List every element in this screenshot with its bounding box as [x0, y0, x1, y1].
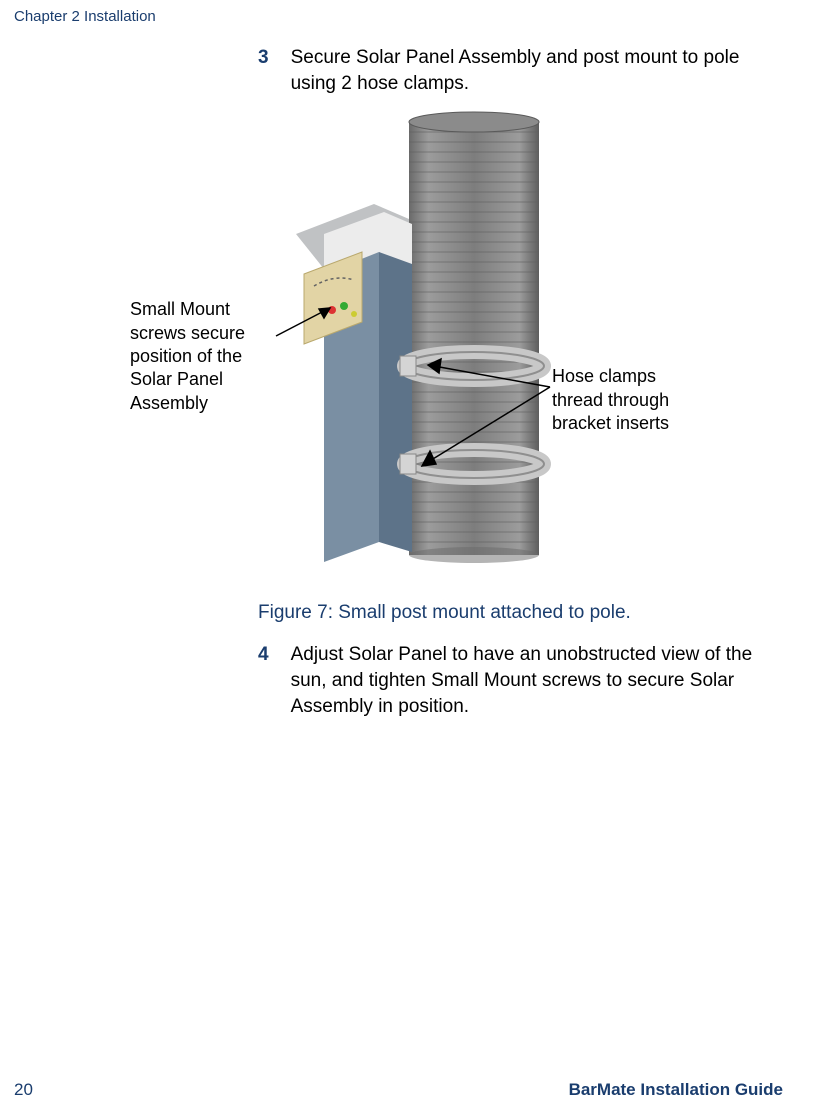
- step-number: 3: [258, 45, 269, 96]
- figure-7: Small Mount screws secure position of th…: [14, 104, 783, 564]
- step-4: 4 Adjust Solar Panel to have an unobstru…: [258, 642, 783, 719]
- chapter-header: Chapter 2 Installation: [14, 8, 783, 25]
- step-3: 3 Secure Solar Panel Assembly and post m…: [258, 45, 783, 96]
- doc-title: BarMate Installation Guide: [569, 1080, 783, 1100]
- figure-caption: Figure 7: Small post mount attached to p…: [258, 602, 783, 624]
- step-text: Secure Solar Panel Assembly and post mou…: [291, 45, 783, 96]
- page-number: 20: [14, 1080, 33, 1100]
- step-text: Adjust Solar Panel to have an unobstruct…: [291, 642, 783, 719]
- page-footer: 20 BarMate Installation Guide: [14, 1080, 783, 1100]
- figure-illustration: [14, 104, 823, 564]
- step-number: 4: [258, 642, 269, 719]
